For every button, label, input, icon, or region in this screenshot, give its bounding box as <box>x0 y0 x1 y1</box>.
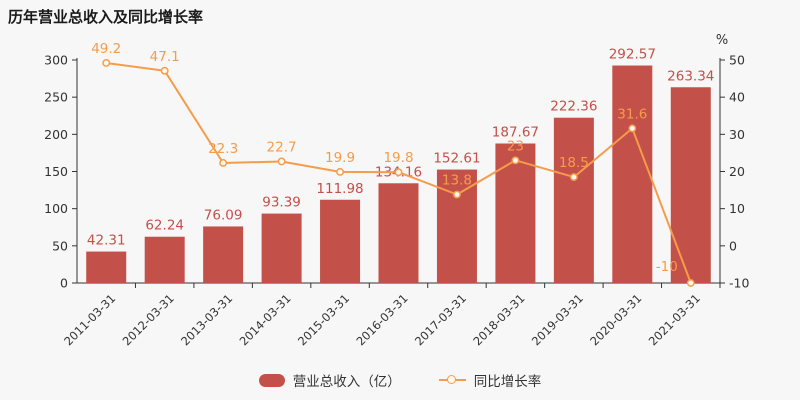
line-point-6[interactable] <box>453 190 461 199</box>
y-right-label-4: 30 <box>729 127 745 142</box>
line-label-4: 19.9 <box>325 150 355 166</box>
legend-item-growth[interactable]: 同比增长率 <box>438 370 542 390</box>
bar-label-3: 93.39 <box>262 195 301 211</box>
line-label-10: -10 <box>656 259 678 275</box>
bar-2011-03-31[interactable] <box>86 251 127 283</box>
y-left-label-4: 200 <box>44 127 68 142</box>
line-point-10[interactable] <box>686 279 695 287</box>
bar-label-1: 62.24 <box>145 218 184 234</box>
y-left-label-6: 300 <box>44 53 68 68</box>
bar-2013-03-31[interactable] <box>203 226 244 283</box>
x-label-5: 2016-03-31 <box>353 291 410 348</box>
legend-label-revenue: 营业总收入（亿） <box>292 374 401 390</box>
line-point-3[interactable] <box>277 157 286 166</box>
y-left-label-1: 50 <box>52 238 68 253</box>
legend: 营业总收入（亿） 同比增长率 <box>0 370 800 390</box>
chart-title: 历年营业总收入及同比增长率 <box>8 8 204 26</box>
line-point-7[interactable] <box>511 156 520 165</box>
legend-label-growth: 同比增长率 <box>473 374 542 390</box>
line-point-8[interactable] <box>569 173 578 182</box>
line-label-9: 31.6 <box>617 106 647 122</box>
y-left-label-0: 0 <box>60 276 68 291</box>
x-label-6: 2017-03-31 <box>412 291 469 348</box>
bar-2019-03-31[interactable] <box>553 117 594 283</box>
bar-series-swatch-icon <box>258 373 285 387</box>
bar-label-2: 76.09 <box>204 207 243 223</box>
x-label-4: 2015-03-31 <box>295 291 352 348</box>
y-left-label-2: 100 <box>44 201 68 216</box>
y-left-label-3: 150 <box>44 164 68 179</box>
line-point-1[interactable] <box>160 66 169 75</box>
x-label-8: 2019-03-31 <box>529 291 586 348</box>
bar-label-6: 152.61 <box>433 151 480 167</box>
bar-2012-03-31[interactable] <box>144 236 185 283</box>
line-label-1: 47.1 <box>150 49 180 65</box>
bar-2018-03-31[interactable] <box>495 143 536 283</box>
line-label-3: 22.7 <box>267 139 297 155</box>
line-point-0[interactable] <box>102 59 111 67</box>
x-label-9: 2020-03-31 <box>587 291 644 348</box>
bar-2014-03-31[interactable] <box>261 213 302 283</box>
chart-canvas: 0 50 100 150 200 250 300 -10 0 10 20 30 40 50% 2011-03… <box>44 33 749 348</box>
line-label-8: 18.5 <box>559 155 589 171</box>
x-label-7: 2018-03-31 <box>470 291 527 348</box>
line-label-7: 23 <box>507 138 524 154</box>
line-point-4[interactable] <box>336 167 344 176</box>
line-label-0: 49.2 <box>91 41 121 57</box>
y-right-label-2: 10 <box>729 201 745 216</box>
line-series-swatch-icon <box>438 374 466 387</box>
x-label-2: 2013-03-31 <box>178 291 235 348</box>
line-point-9[interactable] <box>628 124 637 133</box>
bar-2015-03-31[interactable] <box>320 199 361 283</box>
y-right-label-0: -10 <box>729 276 749 291</box>
y-right-label-1: 0 <box>729 238 737 253</box>
right-axis-unit-label: % <box>716 33 728 48</box>
legend-item-revenue[interactable]: 营业总收入（亿） <box>258 370 401 390</box>
x-label-10: 2021-03-31 <box>646 291 703 348</box>
x-label-0: 2011-03-31 <box>61 291 118 348</box>
line-label-2: 22.3 <box>208 141 238 157</box>
bar-2020-03-31[interactable] <box>612 65 653 283</box>
y-right-label-6: 50 <box>729 53 745 68</box>
bar-2021-03-31[interactable] <box>670 87 711 283</box>
line-point-5[interactable] <box>394 168 403 177</box>
line-swatch-marker <box>447 375 457 384</box>
line-label-6: 13.8 <box>442 173 472 189</box>
bar-label-7: 187.67 <box>492 124 539 140</box>
bar-label-9: 292.57 <box>609 47 656 63</box>
bar-label-4: 111.98 <box>316 181 363 197</box>
y-right-label-5: 40 <box>729 90 745 105</box>
bar-label-10: 263.34 <box>667 68 714 84</box>
x-label-1: 2012-03-31 <box>120 291 177 348</box>
bar-label-0: 42.31 <box>87 233 126 249</box>
line-point-2[interactable] <box>219 159 228 167</box>
bar-2016-03-31[interactable] <box>378 183 419 283</box>
bar-label-8: 222.36 <box>550 99 597 115</box>
line-label-5: 19.8 <box>383 150 413 166</box>
x-label-3: 2014-03-31 <box>237 291 294 348</box>
y-right-label-3: 20 <box>729 164 745 179</box>
y-left-label-5: 250 <box>44 90 68 105</box>
